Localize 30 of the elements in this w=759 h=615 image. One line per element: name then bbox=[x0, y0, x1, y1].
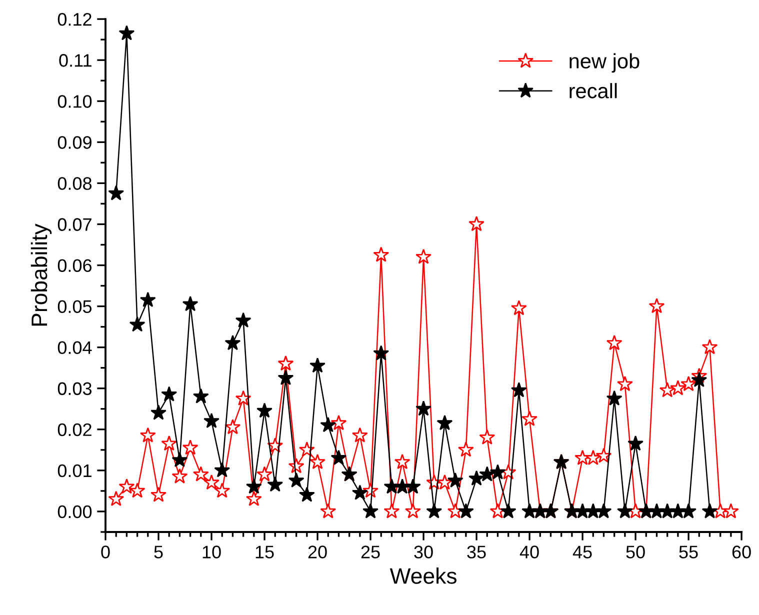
y-tick-label: 0.12 bbox=[58, 13, 92, 26]
x-tick-label: 50 bbox=[626, 546, 645, 558]
x-tick-label: 25 bbox=[361, 546, 380, 558]
y-tick-label: 0.04 bbox=[58, 341, 92, 354]
y-tick-label: 0.06 bbox=[58, 259, 92, 272]
x-axis-title: Weeks bbox=[390, 568, 456, 584]
y-tick-label: 0.10 bbox=[58, 95, 92, 108]
x-tick-label: 5 bbox=[154, 546, 163, 558]
x-tick-label: 40 bbox=[520, 546, 539, 558]
y-tick-label: 0.00 bbox=[58, 505, 92, 518]
x-tick-label: 35 bbox=[467, 546, 486, 558]
legend-label: new job bbox=[570, 53, 640, 73]
y-tick-label: 0.01 bbox=[58, 464, 92, 478]
x-tick-label: 0 bbox=[101, 546, 110, 558]
x-tick-label: 60 bbox=[732, 546, 751, 558]
y-tick-label: 0.05 bbox=[58, 300, 92, 314]
y-tick-label: 0.03 bbox=[58, 382, 92, 396]
x-tick-label: 20 bbox=[308, 546, 327, 558]
x-tick-label: 55 bbox=[679, 546, 698, 558]
x-tick-label: 45 bbox=[572, 546, 592, 558]
y-tick-label: 0.09 bbox=[58, 136, 92, 149]
x-tick-label: 15 bbox=[256, 546, 274, 558]
y-tick-label: 0.07 bbox=[58, 218, 92, 231]
y-axis-title: Probability bbox=[30, 224, 52, 326]
x-tick-label: 10 bbox=[202, 546, 221, 558]
y-tick-label: 0.02 bbox=[58, 423, 92, 436]
y-tick-label: 0.11 bbox=[59, 54, 92, 67]
legend-label: recall bbox=[570, 83, 617, 98]
y-tick-label: 0.08 bbox=[58, 177, 92, 190]
x-tick-label: 30 bbox=[414, 546, 433, 558]
